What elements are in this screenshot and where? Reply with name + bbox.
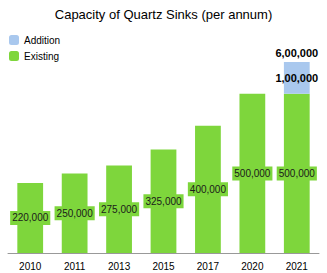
svg-text:Existing: Existing: [24, 51, 59, 62]
svg-text:325,000: 325,000: [145, 196, 182, 207]
svg-text:2020: 2020: [241, 261, 264, 272]
svg-text:6,00,000: 6,00,000: [275, 47, 318, 59]
svg-text:400,000: 400,000: [190, 184, 227, 195]
svg-text:2013: 2013: [108, 261, 131, 272]
svg-text:500,000: 500,000: [279, 168, 316, 179]
svg-text:500,000: 500,000: [234, 168, 271, 179]
svg-text:2010: 2010: [19, 261, 42, 272]
svg-text:2015: 2015: [152, 261, 175, 272]
svg-text:2021: 2021: [286, 261, 309, 272]
svg-text:Capacity of Quartz Sinks (per: Capacity of Quartz Sinks (per annum): [55, 7, 272, 22]
svg-text:Addition: Addition: [24, 35, 60, 46]
svg-text:2017: 2017: [197, 261, 220, 272]
svg-text:220,000: 220,000: [12, 212, 49, 223]
svg-text:1,00,000: 1,00,000: [275, 72, 318, 84]
svg-text:2011: 2011: [64, 261, 86, 272]
svg-text:275,000: 275,000: [101, 204, 138, 215]
svg-text:250,000: 250,000: [57, 208, 94, 219]
